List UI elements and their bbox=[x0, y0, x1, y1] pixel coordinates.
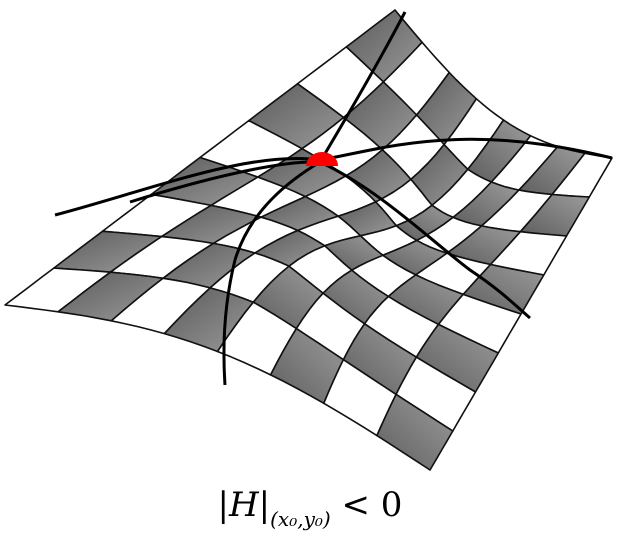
valley-curve bbox=[129, 160, 531, 320]
abs-bar-close: | bbox=[258, 485, 271, 525]
hessian-condition-caption: |H|(x₀,y₀) < 0 bbox=[0, 485, 620, 529]
hessian-symbol: H bbox=[229, 485, 259, 525]
point-subscript: (x₀,y₀) bbox=[270, 507, 331, 531]
top-fold-curve bbox=[318, 11, 407, 163]
inequality: < 0 bbox=[330, 485, 403, 525]
checkerboard-tiles bbox=[4, 9, 613, 471]
left-fold-curve bbox=[222, 160, 321, 386]
abs-bar-open: | bbox=[217, 485, 229, 525]
saddle-point-marker bbox=[306, 152, 338, 166]
dark-tile bbox=[376, 393, 454, 471]
